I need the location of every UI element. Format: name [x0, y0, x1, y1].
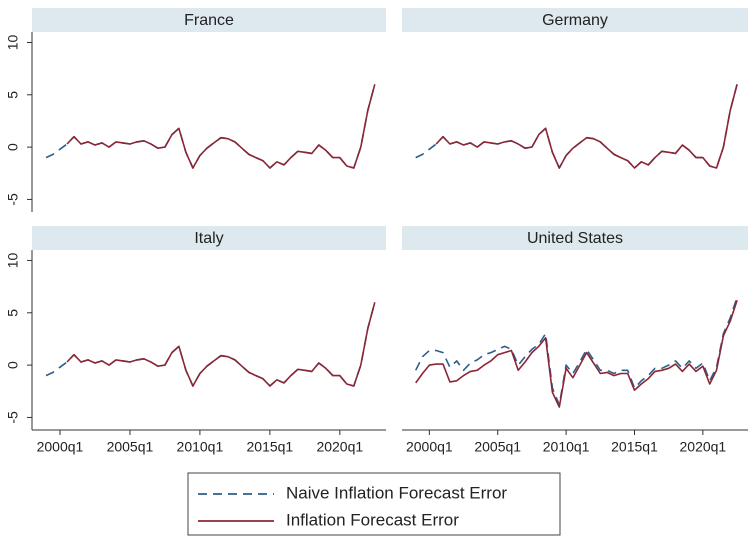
panel-strip [402, 226, 748, 250]
panel-strip [402, 8, 748, 32]
legend-label: Naive Inflation Forecast Error [286, 483, 507, 502]
x-tick-label: 2005q1 [474, 439, 521, 455]
y-tick-label: -5 [5, 411, 21, 424]
y-tick-label: 0 [5, 361, 21, 369]
panel-title: United States [527, 230, 623, 247]
series-line [66, 84, 376, 169]
x-tick-label: 2005q1 [107, 439, 154, 455]
panel-title: Germany [542, 12, 608, 29]
x-tick-label: 2010q1 [177, 439, 224, 455]
y-tick-label: -5 [5, 193, 21, 206]
y-tick-label: 10 [5, 34, 21, 50]
legend-label: Inflation Forecast Error [286, 510, 459, 529]
legend-box [187, 472, 561, 536]
panel-strip [32, 8, 386, 32]
series-line [415, 299, 738, 408]
y-tick-label: 10 [5, 252, 21, 268]
x-tick-label: 2015q1 [611, 439, 658, 455]
panel-title: Italy [194, 230, 223, 247]
series-line [435, 84, 738, 169]
y-tick-label: 0 [5, 143, 21, 151]
series-line [66, 302, 376, 387]
x-tick-label: 2010q1 [543, 439, 590, 455]
x-tick-label: 2000q1 [406, 439, 453, 455]
x-tick-label: 2000q1 [37, 439, 84, 455]
x-tick-label: 2020q1 [680, 439, 727, 455]
x-tick-label: 2020q1 [316, 439, 363, 455]
panel-title: France [184, 12, 234, 29]
y-tick-label: 5 [5, 91, 21, 99]
series-line [414, 296, 738, 406]
x-tick-label: 2015q1 [247, 439, 294, 455]
y-tick-label: 5 [5, 309, 21, 317]
panel-strip [32, 226, 386, 250]
